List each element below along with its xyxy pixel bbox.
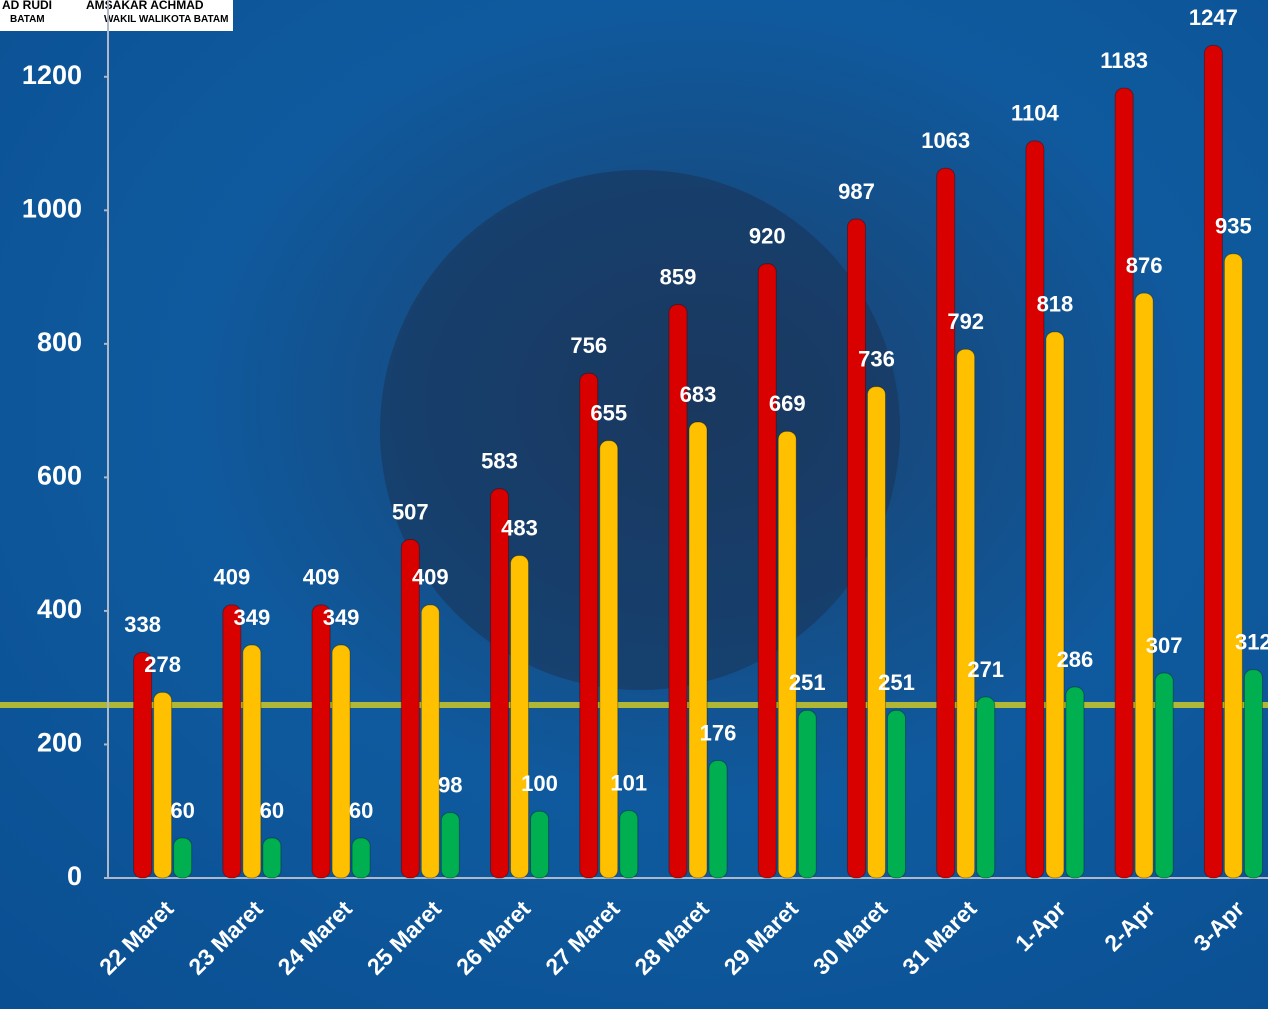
value-label: 251 bbox=[789, 670, 826, 695]
header-text: WAKIL WALIKOTA BATAM bbox=[104, 14, 228, 25]
bar bbox=[332, 645, 350, 878]
value-label: 60 bbox=[170, 798, 194, 823]
bar bbox=[223, 605, 241, 878]
bar bbox=[709, 760, 727, 878]
value-label: 349 bbox=[233, 605, 270, 630]
value-label: 655 bbox=[590, 400, 627, 425]
bar bbox=[1026, 141, 1044, 878]
bar bbox=[531, 811, 549, 878]
value-label: 483 bbox=[501, 515, 538, 540]
value-label: 60 bbox=[260, 798, 284, 823]
bar bbox=[154, 692, 172, 878]
value-label: 859 bbox=[660, 264, 697, 289]
y-tick-label: 800 bbox=[37, 327, 82, 357]
bar bbox=[243, 645, 261, 878]
value-label: 278 bbox=[144, 652, 181, 677]
bar bbox=[620, 811, 638, 878]
bar bbox=[491, 489, 509, 878]
value-label: 409 bbox=[213, 565, 250, 590]
bar bbox=[867, 387, 885, 878]
y-tick-label: 400 bbox=[37, 594, 82, 624]
value-label: 756 bbox=[570, 333, 607, 358]
bar bbox=[778, 431, 796, 878]
page: AD RUDI BATAM AMSAKAR ACHMAD WAKIL WALIK… bbox=[0, 0, 1268, 1009]
value-label: 409 bbox=[303, 565, 340, 590]
value-label: 583 bbox=[481, 449, 518, 474]
value-label: 60 bbox=[349, 798, 373, 823]
value-label: 507 bbox=[392, 499, 429, 524]
bar bbox=[1244, 670, 1262, 878]
chart: AD RUDI BATAM AMSAKAR ACHMAD WAKIL WALIK… bbox=[0, 0, 1268, 1009]
bar bbox=[689, 422, 707, 878]
bar bbox=[977, 697, 995, 878]
bar bbox=[174, 838, 192, 878]
value-label: 286 bbox=[1057, 647, 1094, 672]
bar bbox=[1115, 88, 1133, 878]
header-text: BATAM bbox=[10, 14, 45, 25]
value-label: 920 bbox=[749, 224, 786, 249]
value-label: 792 bbox=[947, 309, 984, 334]
y-tick-label: 1000 bbox=[22, 193, 82, 223]
bar bbox=[600, 441, 618, 878]
value-label: 349 bbox=[323, 605, 360, 630]
bar bbox=[134, 652, 152, 878]
bar bbox=[1204, 45, 1222, 878]
value-label: 935 bbox=[1215, 214, 1252, 239]
value-label: 271 bbox=[967, 657, 1004, 682]
value-label: 818 bbox=[1037, 292, 1074, 317]
bar bbox=[263, 838, 281, 878]
value-label: 987 bbox=[838, 179, 875, 204]
bar bbox=[511, 556, 529, 878]
bar bbox=[758, 264, 776, 878]
value-label: 1247 bbox=[1189, 5, 1238, 30]
value-label: 338 bbox=[124, 612, 161, 637]
value-label: 307 bbox=[1146, 633, 1183, 658]
bar bbox=[401, 539, 419, 878]
value-label: 1104 bbox=[1011, 101, 1059, 126]
bar bbox=[1046, 332, 1064, 878]
bar bbox=[887, 710, 905, 878]
value-label: 98 bbox=[438, 772, 462, 797]
bar bbox=[798, 710, 816, 878]
bar bbox=[1224, 254, 1242, 878]
value-label: 312 bbox=[1235, 629, 1268, 654]
value-label: 251 bbox=[878, 670, 915, 695]
bar bbox=[580, 373, 598, 878]
bar bbox=[421, 605, 439, 878]
header-text: AD RUDI bbox=[2, 0, 52, 12]
bar bbox=[1135, 293, 1153, 878]
bar bbox=[441, 813, 459, 878]
bar bbox=[847, 219, 865, 878]
bar bbox=[957, 349, 975, 878]
value-label: 409 bbox=[412, 565, 449, 590]
value-label: 1063 bbox=[921, 128, 970, 153]
bar bbox=[312, 605, 330, 878]
value-label: 683 bbox=[680, 382, 717, 407]
y-tick-label: 0 bbox=[67, 861, 82, 891]
bar bbox=[1066, 687, 1084, 878]
value-label: 101 bbox=[610, 770, 647, 795]
value-label: 1183 bbox=[1100, 48, 1148, 73]
y-tick-label: 200 bbox=[37, 728, 82, 758]
value-label: 176 bbox=[700, 720, 737, 745]
y-tick-label: 600 bbox=[37, 461, 82, 491]
header-text: AMSAKAR ACHMAD bbox=[86, 0, 204, 12]
bar bbox=[352, 838, 370, 878]
bar bbox=[937, 168, 955, 878]
value-label: 669 bbox=[769, 391, 806, 416]
value-label: 876 bbox=[1126, 253, 1163, 278]
virus-shape bbox=[380, 170, 900, 690]
y-tick-label: 1200 bbox=[22, 60, 82, 90]
value-label: 100 bbox=[521, 771, 558, 796]
bar bbox=[1155, 673, 1173, 878]
value-label: 736 bbox=[858, 346, 895, 371]
